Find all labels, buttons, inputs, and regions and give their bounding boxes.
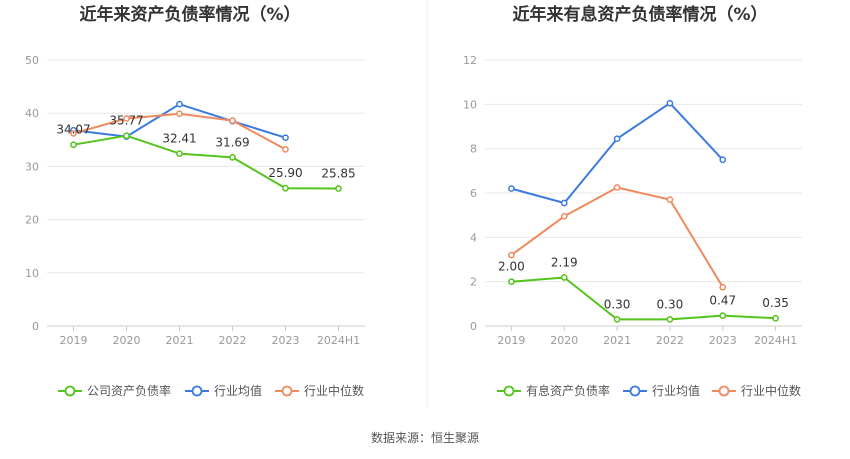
series-line-0 bbox=[511, 276, 776, 321]
x-tick-label: 2020 bbox=[113, 334, 141, 347]
data-point bbox=[666, 196, 674, 203]
y-tick-label: 40 bbox=[25, 107, 39, 120]
legend-swatch-marker bbox=[191, 385, 203, 397]
data-label: 35.77 bbox=[109, 114, 143, 128]
legend-label: 有息资产负债率 bbox=[526, 383, 610, 398]
data-point bbox=[229, 154, 236, 161]
data-point bbox=[666, 99, 674, 107]
legend-swatch-marker bbox=[64, 385, 76, 397]
data-label: 31.69 bbox=[215, 135, 249, 149]
data-label: 25.90 bbox=[268, 166, 302, 180]
x-tick-label: 2021 bbox=[603, 334, 631, 347]
data-point bbox=[666, 316, 674, 323]
y-tick-label: 20 bbox=[25, 214, 39, 227]
data-point bbox=[229, 117, 236, 124]
data-point bbox=[508, 185, 515, 192]
data-point bbox=[613, 135, 621, 143]
x-tick-label: 2022 bbox=[219, 334, 247, 347]
x-tick-label: 2023 bbox=[272, 334, 300, 347]
series-line-0 bbox=[73, 134, 339, 190]
data-label: 2.19 bbox=[551, 255, 578, 269]
data-point bbox=[560, 212, 568, 220]
legend-label: 行业均值 bbox=[214, 383, 262, 398]
data-point bbox=[560, 199, 568, 207]
data-point bbox=[335, 185, 342, 192]
legend-swatch-marker bbox=[629, 385, 641, 397]
data-point bbox=[772, 314, 779, 322]
data-point bbox=[282, 146, 289, 153]
data-point bbox=[176, 110, 183, 118]
data-point bbox=[176, 100, 183, 108]
data-label: 0.30 bbox=[604, 297, 631, 311]
data-label: 32.41 bbox=[162, 132, 196, 146]
y-tick-label: 0 bbox=[32, 320, 39, 333]
y-tick-label: 6 bbox=[470, 187, 477, 200]
x-tick-label: 2021 bbox=[166, 334, 194, 347]
data-point bbox=[613, 184, 621, 191]
y-tick-label: 30 bbox=[25, 160, 39, 173]
legend-label: 行业均值 bbox=[652, 383, 700, 398]
data-label: 34.07 bbox=[56, 123, 90, 137]
y-tick-label: 10 bbox=[463, 98, 477, 111]
x-tick-label: 2019 bbox=[497, 334, 525, 347]
y-tick-label: 2 bbox=[470, 276, 477, 289]
data-point bbox=[508, 278, 515, 286]
source-note: 数据来源：恒生聚源 bbox=[371, 430, 479, 445]
y-tick-label: 12 bbox=[463, 54, 477, 67]
data-point bbox=[176, 150, 183, 157]
data-point bbox=[508, 251, 515, 259]
legend-label: 公司资产负债率 bbox=[87, 383, 171, 398]
y-tick-label: 0 bbox=[470, 320, 477, 333]
y-tick-label: 10 bbox=[25, 267, 39, 280]
data-point bbox=[70, 141, 77, 149]
y-tick-label: 4 bbox=[470, 231, 477, 244]
data-point bbox=[282, 184, 289, 192]
data-label: 0.30 bbox=[657, 297, 684, 311]
data-label: 25.85 bbox=[321, 166, 355, 180]
data-point bbox=[719, 283, 727, 291]
chart-title: 近年来有息资产负债率情况（%） bbox=[512, 4, 767, 25]
x-tick-label: 2024H1 bbox=[317, 334, 360, 347]
data-point bbox=[613, 316, 621, 323]
legend-label: 行业中位数 bbox=[304, 383, 364, 398]
data-label: 0.47 bbox=[709, 294, 736, 308]
chart-title: 近年来资产负债率情况（%） bbox=[79, 4, 300, 25]
data-label: 2.00 bbox=[498, 260, 525, 274]
legend-label: 行业中位数 bbox=[741, 383, 801, 398]
data-point bbox=[70, 130, 77, 137]
x-tick-label: 2024H1 bbox=[754, 334, 797, 347]
x-tick-label: 2022 bbox=[656, 334, 684, 347]
legend-swatch-marker bbox=[718, 385, 730, 397]
data-point bbox=[123, 132, 130, 140]
y-tick-label: 50 bbox=[25, 54, 39, 67]
x-tick-label: 2023 bbox=[709, 334, 737, 347]
data-label: 0.35 bbox=[762, 296, 789, 310]
data-point bbox=[282, 134, 289, 142]
x-tick-label: 2020 bbox=[550, 334, 578, 347]
x-tick-label: 2019 bbox=[60, 334, 88, 347]
legend-swatch-marker bbox=[503, 385, 515, 397]
data-point bbox=[719, 312, 727, 319]
y-tick-label: 8 bbox=[470, 143, 477, 156]
data-point bbox=[123, 115, 130, 122]
legend-swatch-marker bbox=[281, 385, 293, 397]
data-point bbox=[719, 156, 727, 164]
data-point bbox=[560, 274, 568, 281]
